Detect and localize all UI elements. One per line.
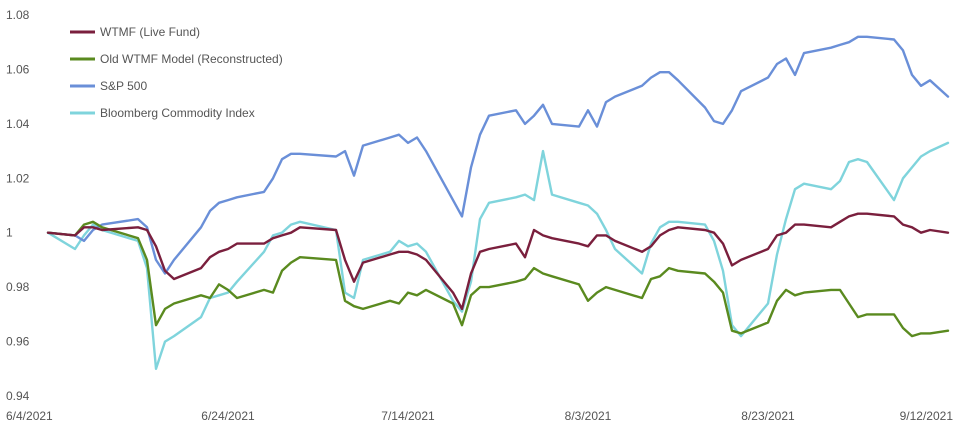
- series-line: [46, 141, 950, 370]
- x-tick-label: 6/24/2021: [201, 409, 255, 423]
- x-tick-label: 6/4/2021: [6, 409, 53, 423]
- y-tick-label: 1.04: [6, 117, 30, 131]
- y-axis: 0.94 0.96 0.98 1 1.02 1.04 1.06 1.08: [6, 8, 30, 403]
- y-tick-label: 1: [6, 226, 13, 240]
- x-tick-label: 7/14/2021: [381, 409, 435, 423]
- y-tick-label: 1.08: [6, 8, 30, 22]
- plot-lines: [46, 35, 950, 370]
- x-tick-label: 9/12/2021: [900, 409, 954, 423]
- legend-label: WTMF (Live Fund): [100, 25, 200, 39]
- y-tick-label: 0.94: [6, 389, 30, 403]
- y-tick-label: 1.06: [6, 62, 30, 76]
- legend-label: Old WTMF Model (Reconstructed): [100, 52, 283, 66]
- y-tick-label: 1.02: [6, 171, 30, 185]
- x-tick-label: 8/3/2021: [565, 409, 612, 423]
- x-tick-label: 8/23/2021: [741, 409, 795, 423]
- legend-label: Bloomberg Commodity Index: [100, 106, 255, 120]
- series-line: [46, 220, 950, 338]
- legend: WTMF (Live Fund) Old WTMF Model (Reconstr…: [70, 25, 283, 120]
- series-line: [46, 35, 950, 275]
- y-tick-label: 0.98: [6, 280, 30, 294]
- series-line: [46, 212, 950, 311]
- x-axis: 6/4/2021 6/24/2021 7/14/2021 8/3/2021 8/23/2…: [6, 409, 953, 423]
- y-tick-label: 0.96: [6, 335, 30, 349]
- legend-label: S&P 500: [100, 79, 147, 93]
